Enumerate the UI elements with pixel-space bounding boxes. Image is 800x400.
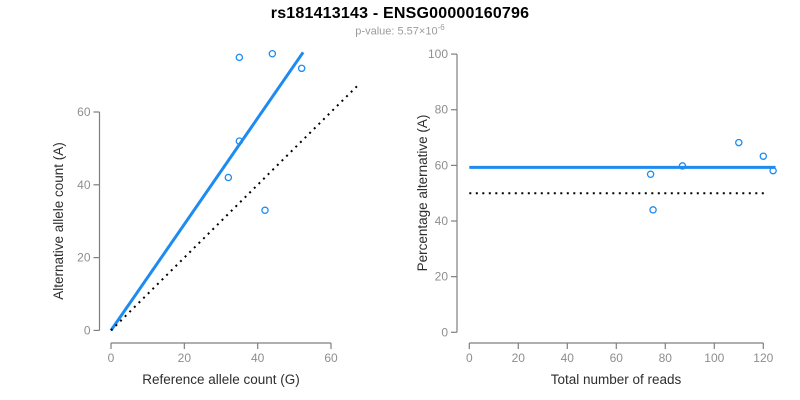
x-tick-label: 60: [324, 351, 338, 365]
x-axis-title: Reference allele count (G): [142, 372, 300, 387]
y-tick-label: 0: [441, 325, 448, 339]
x-tick-label: 40: [561, 351, 575, 365]
data-point: [261, 206, 269, 215]
data-point: [646, 170, 655, 179]
x-tick-label: 20: [512, 351, 526, 365]
y-axis-title: Alternative allele count (A): [51, 142, 66, 300]
data-point: [224, 173, 233, 182]
x-tick-label: 20: [178, 351, 192, 365]
data-point: [678, 162, 687, 170]
data-point: [769, 166, 777, 175]
y-tick-label: 80: [435, 103, 449, 117]
p-value-exponent: -6: [437, 23, 445, 32]
x-tick-label: 0: [466, 351, 473, 365]
chart-title: rs181413143 - ENSG00000160796: [270, 5, 530, 22]
identity-line: [110, 83, 360, 332]
data-point: [759, 152, 768, 160]
p-value-subtitle: p-value: 5.57×10-6: [0, 23, 800, 38]
x-axis-title: Total number of reads: [551, 372, 682, 387]
data-point: [297, 64, 306, 73]
x-tick-label: 100: [704, 351, 724, 365]
y-tick-label: 20: [77, 251, 91, 265]
data-point: [235, 137, 244, 145]
y-tick-label: 20: [435, 270, 449, 284]
data-point: [735, 138, 743, 147]
data-point: [268, 50, 277, 58]
x-tick-label: 0: [108, 351, 115, 365]
panel-left-scatter: 0 20 40 60 0 20 40 60 Reference allele count (G)…: [51, 50, 360, 387]
y-tick-label: 40: [435, 214, 449, 228]
p-value-text: p-value: 5.57×10: [355, 25, 438, 38]
panel-right-scatter: 0 20 40 60 80 100 0 20 40 60 80 100 120 Total number …: [415, 47, 777, 387]
y-tick-label: 100: [428, 47, 448, 61]
x-tick-label: 60: [610, 351, 624, 365]
x-tick-label: 40: [251, 351, 265, 365]
x-tick-label: 80: [659, 351, 673, 365]
data-point: [235, 53, 244, 62]
y-tick-label: 60: [435, 158, 449, 172]
x-tick-label: 120: [753, 351, 773, 365]
y-axis-title: Percentage alternative (A): [415, 115, 430, 272]
fitted-line: [109, 51, 305, 332]
y-tick-label: 60: [77, 105, 91, 119]
y-tick-label: 40: [77, 178, 91, 192]
y-tick-label: 0: [84, 323, 91, 337]
data-point: [649, 206, 657, 214]
